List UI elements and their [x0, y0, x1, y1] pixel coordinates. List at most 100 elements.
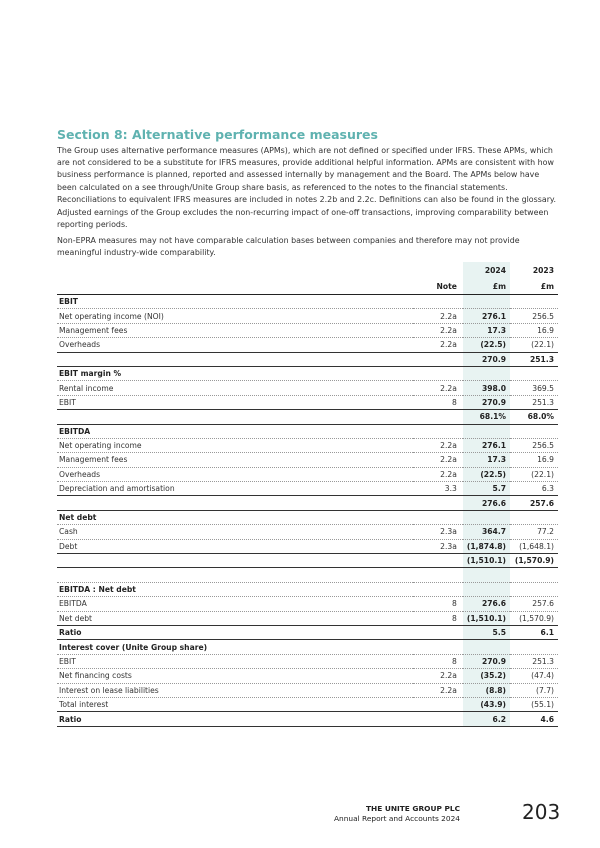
row-note [412, 510, 463, 526]
value-2023: 16.9 [510, 452, 558, 468]
value-2024: 364.7 [462, 524, 510, 540]
value-2023: 6.1 [510, 624, 558, 641]
table-row: EBIT 8 270.9 251.3 [57, 395, 558, 411]
table-row: Overheads 2.2a (22.5) (22.1) [57, 467, 558, 483]
table-row: Management fees 2.2a 17.3 16.9 [57, 452, 558, 468]
table-row: Overheads 2.2a (22.5) (22.1) [57, 337, 558, 353]
row-label [57, 495, 413, 511]
adjusted-earnings-paragraph: Adjusted earnings of the Group excludes … [57, 208, 549, 230]
value-2024: 68.1% [462, 409, 510, 425]
value-2023: 257.6 [510, 495, 558, 511]
table-row: Debt 2.3a (1,874.8) (1,648.1) [57, 539, 558, 555]
table-row: EBITDA 8 276.6 257.6 [57, 596, 558, 612]
row-label: EBIT [57, 654, 413, 670]
row-label: Interest on lease liabilities [57, 683, 413, 698]
table-total-row: 68.1% 68.0% [57, 409, 558, 425]
value-2024 [462, 424, 510, 439]
table-total-row: 276.6 257.6 [57, 495, 558, 511]
row-note [412, 366, 463, 382]
row-note: 8 [412, 596, 463, 612]
row-label: EBIT margin % [57, 366, 413, 382]
value-2024: (35.2) [462, 668, 510, 684]
table-section-header: EBITDA : Net debt [57, 582, 558, 598]
value-2024: (22.5) [462, 337, 510, 353]
row-note [412, 424, 463, 439]
header-unit-2024: £m [462, 278, 510, 295]
row-label: EBIT [57, 294, 413, 310]
value-2023: 77.2 [510, 524, 558, 540]
table-header-units: Note £m £m [57, 278, 558, 295]
table-total-row [57, 567, 558, 583]
value-2023: (7.7) [510, 683, 558, 698]
row-note: 3.3 [412, 481, 463, 497]
table-row: Interest on lease liabilities 2.2a (8.8) (7… [57, 683, 558, 698]
row-label: Total interest [57, 697, 413, 713]
value-2023 [510, 582, 558, 598]
value-2023: 16.9 [510, 323, 558, 339]
table-row: Management fees 2.2a 17.3 16.9 [57, 323, 558, 339]
value-2023 [510, 294, 558, 310]
value-2024: 276.1 [462, 438, 510, 454]
row-note: 2.2a [412, 380, 463, 396]
page-number: 203 [522, 800, 561, 824]
value-2024: 5.7 [462, 481, 510, 497]
value-2023 [510, 510, 558, 526]
table-row: Net debt 8 (1,510.1) (1,570.9) [57, 611, 558, 626]
row-label: Interest cover (Unite Group share) [57, 639, 413, 655]
value-2023: 251.3 [510, 351, 558, 367]
value-2023: (1,648.1) [510, 539, 558, 555]
report-name: Annual Report and Accounts 2024 [334, 814, 460, 823]
row-note [412, 567, 463, 583]
row-note: 8 [412, 395, 463, 411]
value-2024: (1,874.8) [462, 539, 510, 555]
table-total-row: Ratio 6.2 4.6 [57, 711, 558, 727]
table-section-header: EBIT margin % [57, 366, 558, 382]
header-unit-2023: £m [510, 278, 558, 295]
value-2024: 6.2 [462, 711, 510, 727]
row-note: 2.2a [412, 668, 463, 684]
row-note: 2.2a [412, 452, 463, 468]
intro-paragraph: The Group uses alternative performance m… [57, 146, 556, 204]
row-label: Ratio [57, 711, 413, 727]
value-2023: 4.6 [510, 711, 558, 727]
table-total-row: 270.9 251.3 [57, 351, 558, 367]
row-note [412, 409, 463, 425]
row-label: Net financing costs [57, 668, 413, 684]
value-2024: 276.6 [462, 495, 510, 511]
table-row: Net financing costs 2.2a (35.2) (47.4) [57, 668, 558, 684]
value-2024: (43.9) [462, 697, 510, 713]
row-label: EBIT [57, 395, 413, 411]
row-label: Net debt [57, 510, 413, 526]
row-label: Debt [57, 539, 413, 555]
value-2024: 17.3 [462, 452, 510, 468]
row-label: Net debt [57, 611, 413, 626]
value-2024: 270.9 [462, 395, 510, 411]
row-note [412, 697, 463, 713]
value-2023: (55.1) [510, 697, 558, 713]
value-2024: (1,510.1) [462, 611, 510, 626]
table-row: Depreciation and amortisation 3.3 5.7 6.3 [57, 481, 558, 497]
section-title: Section 8: Alternative performance measu… [57, 127, 378, 142]
row-label [57, 409, 413, 425]
non-epra-paragraph: Non-EPRA measures may not have comparabl… [57, 236, 520, 258]
row-label: Management fees [57, 323, 413, 339]
company-name: THE UNITE GROUP PLC [365, 804, 460, 813]
row-label: Management fees [57, 452, 413, 468]
row-note [412, 294, 463, 310]
row-note: 2.3a [412, 524, 463, 540]
value-2023: 251.3 [510, 654, 558, 670]
value-2024: 5.5 [462, 624, 510, 641]
value-2023: 251.3 [510, 395, 558, 411]
row-note [412, 553, 463, 569]
row-label [57, 567, 413, 583]
table-row: EBIT 8 270.9 251.3 [57, 654, 558, 670]
row-label: Ratio [57, 624, 413, 641]
row-note [412, 624, 463, 641]
row-note: 2.2a [412, 467, 463, 483]
row-label [57, 553, 413, 569]
table-row: Net operating income (NOI) 2.2a 276.1 256.5 [57, 308, 558, 324]
table-section-header: Interest cover (Unite Group share) [57, 639, 558, 655]
table-total-row: Ratio 5.5 6.1 [57, 624, 558, 641]
value-2024: (22.5) [462, 467, 510, 483]
value-2023: (1,570.9) [510, 553, 558, 569]
